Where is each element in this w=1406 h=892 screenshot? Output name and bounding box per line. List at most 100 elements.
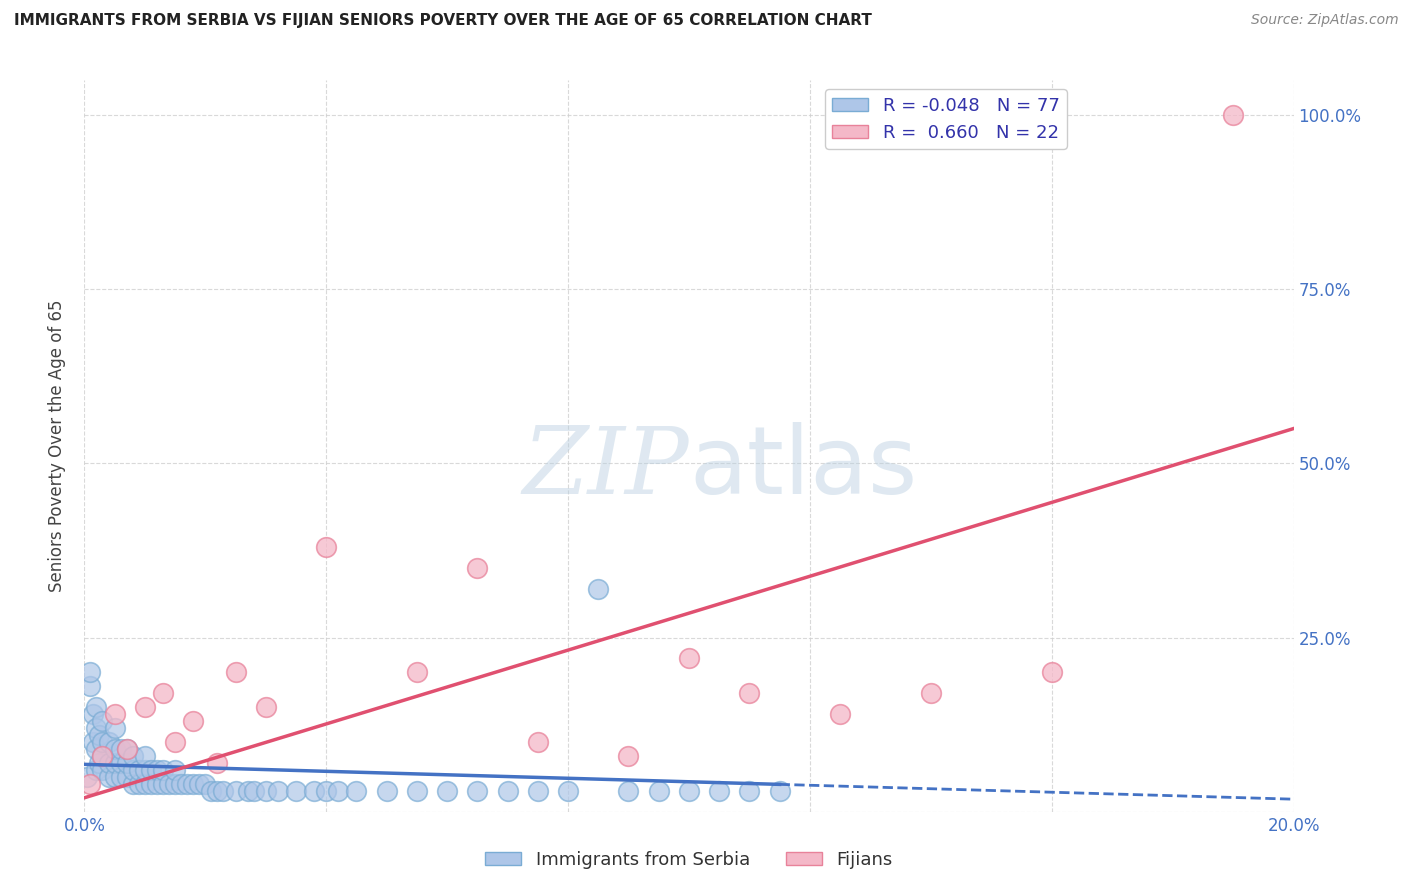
Point <box>467 784 489 798</box>
Point <box>152 763 174 777</box>
Point <box>89 756 111 770</box>
Point <box>128 763 150 777</box>
Point <box>181 777 204 791</box>
Point <box>527 735 550 749</box>
Point <box>104 707 127 722</box>
Point <box>346 784 368 798</box>
Point <box>406 784 429 798</box>
Point <box>200 784 222 798</box>
Point <box>165 735 187 749</box>
Point <box>91 749 114 764</box>
Point <box>79 665 101 680</box>
Point <box>315 784 337 798</box>
Point <box>254 700 277 714</box>
Point <box>678 651 700 665</box>
Point <box>225 665 247 680</box>
Point <box>157 777 180 791</box>
Point <box>115 742 138 756</box>
Point <box>527 784 550 798</box>
Point <box>181 714 204 728</box>
Point <box>91 763 114 777</box>
Point <box>86 742 108 756</box>
Point <box>170 777 193 791</box>
Point <box>146 777 169 791</box>
Point <box>254 784 277 798</box>
Point <box>139 763 162 777</box>
Point <box>76 770 98 784</box>
Point <box>115 770 138 784</box>
Text: Source: ZipAtlas.com: Source: ZipAtlas.com <box>1251 13 1399 28</box>
Point <box>91 749 114 764</box>
Text: atlas: atlas <box>689 422 917 514</box>
Point <box>104 756 127 770</box>
Point <box>557 784 579 798</box>
Point <box>82 735 104 749</box>
Point <box>104 742 127 756</box>
Point <box>121 763 143 777</box>
Point <box>738 784 761 798</box>
Point <box>315 540 337 554</box>
Point <box>79 679 101 693</box>
Point <box>285 784 308 798</box>
Point <box>328 784 350 798</box>
Point <box>588 582 610 596</box>
Point <box>617 749 640 764</box>
Point <box>406 665 429 680</box>
Point <box>121 777 143 791</box>
Point <box>110 742 132 756</box>
Point <box>134 749 156 764</box>
Point <box>188 777 211 791</box>
Point <box>212 784 235 798</box>
Point <box>79 777 101 791</box>
Point <box>1222 108 1244 122</box>
Point <box>920 686 942 700</box>
Point <box>1040 665 1063 680</box>
Point <box>104 770 127 784</box>
Point <box>86 763 108 777</box>
Point <box>86 721 108 735</box>
Point <box>128 777 150 791</box>
Point <box>97 756 120 770</box>
Point <box>302 784 325 798</box>
Point <box>648 784 671 798</box>
Point <box>375 784 398 798</box>
Point <box>436 784 458 798</box>
Point <box>152 777 174 791</box>
Point <box>242 784 264 798</box>
Point <box>139 777 162 791</box>
Point <box>152 686 174 700</box>
Point <box>176 777 198 791</box>
Point <box>165 763 187 777</box>
Point <box>830 707 852 722</box>
Point <box>82 707 104 722</box>
Point <box>225 784 247 798</box>
Point <box>89 728 111 742</box>
Point <box>467 561 489 575</box>
Y-axis label: Seniors Poverty Over the Age of 65: Seniors Poverty Over the Age of 65 <box>48 300 66 592</box>
Point <box>110 770 132 784</box>
Point <box>97 770 120 784</box>
Point <box>769 784 792 798</box>
Point <box>134 777 156 791</box>
Point <box>146 763 169 777</box>
Point <box>91 714 114 728</box>
Point <box>134 700 156 714</box>
Point <box>115 742 138 756</box>
Point <box>194 777 217 791</box>
Point <box>267 784 290 798</box>
Point <box>207 756 229 770</box>
Legend: Immigrants from Serbia, Fijians: Immigrants from Serbia, Fijians <box>478 844 900 876</box>
Point <box>97 735 120 749</box>
Point <box>236 784 259 798</box>
Point <box>617 784 640 798</box>
Point <box>678 784 700 798</box>
Point <box>709 784 731 798</box>
Text: ZIP: ZIP <box>522 423 689 513</box>
Point <box>110 756 132 770</box>
Point <box>134 763 156 777</box>
Point <box>104 721 127 735</box>
Point <box>165 777 187 791</box>
Point <box>496 784 519 798</box>
Point <box>115 756 138 770</box>
Point <box>207 784 229 798</box>
